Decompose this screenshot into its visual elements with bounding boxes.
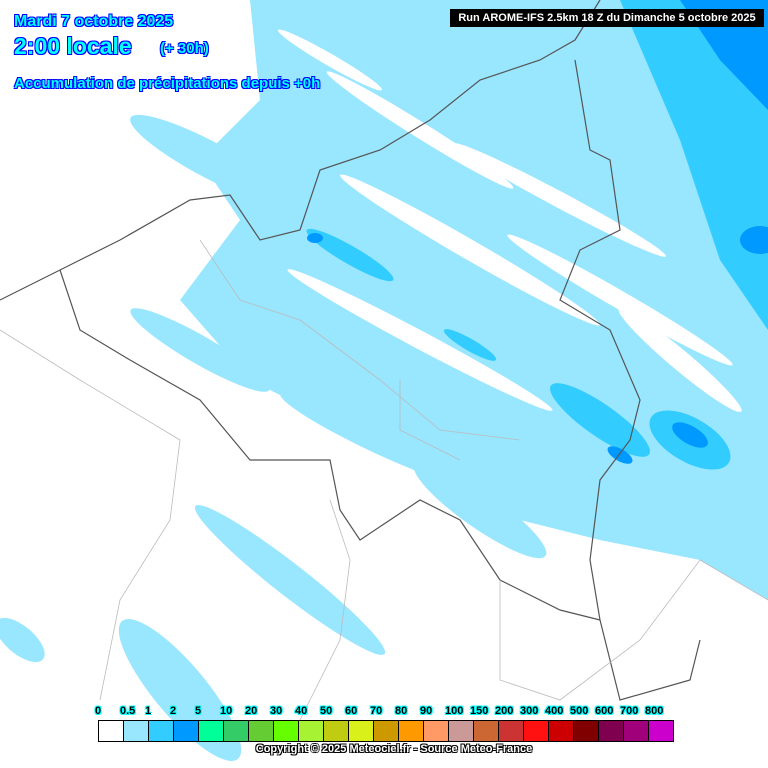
legend-label: 70 — [370, 705, 383, 717]
legend-label: 10 — [220, 705, 233, 717]
legend-label: 40 — [295, 705, 308, 717]
legend-label: 300 — [520, 705, 539, 717]
regions — [0, 239, 768, 721]
legend-label: 400 — [545, 705, 564, 717]
legend-label: 30 — [270, 705, 283, 717]
legend-label: 20 — [245, 705, 258, 717]
legend-swatch — [174, 721, 199, 741]
legend-swatch — [249, 721, 274, 741]
legend-swatch — [499, 721, 524, 741]
copyright: Copyright © 2025 Meteociel.fr - Source M… — [255, 743, 533, 755]
legend-swatch — [99, 721, 124, 741]
run-info: Run AROME-IFS 2.5km 18 Z du Dimanche 5 o… — [450, 9, 764, 27]
legend-swatch — [474, 721, 499, 741]
legend-swatch — [449, 721, 474, 741]
map-title: Accumulation de précipitations depuis +0… — [14, 75, 321, 92]
legend-swatch — [124, 721, 149, 741]
legend-swatch — [649, 721, 673, 741]
legend-swatch — [199, 721, 224, 741]
legend-label: 2 — [170, 705, 177, 717]
legend-swatch — [374, 721, 399, 741]
legend-label: 1 — [145, 705, 152, 717]
legend-label: 700 — [620, 705, 639, 717]
legend-swatch — [399, 721, 424, 741]
legend-label: 5 — [195, 705, 202, 717]
legend-swatch — [224, 721, 249, 741]
color-legend — [98, 720, 674, 742]
legend-swatch — [299, 721, 324, 741]
legend-label: 500 — [570, 705, 589, 717]
legend-label: 0.5 — [120, 705, 136, 717]
legend-swatch — [524, 721, 549, 741]
legend-swatch — [349, 721, 374, 741]
legend-label: 80 — [395, 705, 408, 717]
legend-label: 0 — [95, 705, 102, 717]
legend-label: 50 — [320, 705, 333, 717]
legend-swatch — [149, 721, 174, 741]
precip-gaps — [277, 29, 742, 412]
legend-label: 60 — [345, 705, 358, 717]
legend-label: 200 — [495, 705, 514, 717]
legend-swatch — [574, 721, 599, 741]
legend-swatch — [624, 721, 649, 741]
legend-swatch — [549, 721, 574, 741]
legend-swatch — [424, 721, 449, 741]
legend-swatch — [599, 721, 624, 741]
precip-layer-heavy — [307, 0, 768, 464]
precip-layer-medium — [306, 0, 768, 470]
legend-label: 600 — [595, 705, 614, 717]
legend-swatch — [324, 721, 349, 741]
legend-swatch — [274, 721, 299, 741]
lead-time: (+ 30h) — [160, 40, 209, 57]
legend-labels: 0 0.5 1 2 5 10 20 30 40 50 60 70 80 90 100 150 200 300 400… — [92, 705, 692, 719]
forecast-time: 2:00 locale — [14, 33, 132, 59]
legend-label: 150 — [470, 705, 489, 717]
legend-label: 100 — [445, 705, 464, 717]
forecast-date: Mardi 7 octobre 2025 — [14, 13, 174, 30]
legend-label: 90 — [420, 705, 433, 717]
legend-label: 800 — [645, 705, 664, 717]
